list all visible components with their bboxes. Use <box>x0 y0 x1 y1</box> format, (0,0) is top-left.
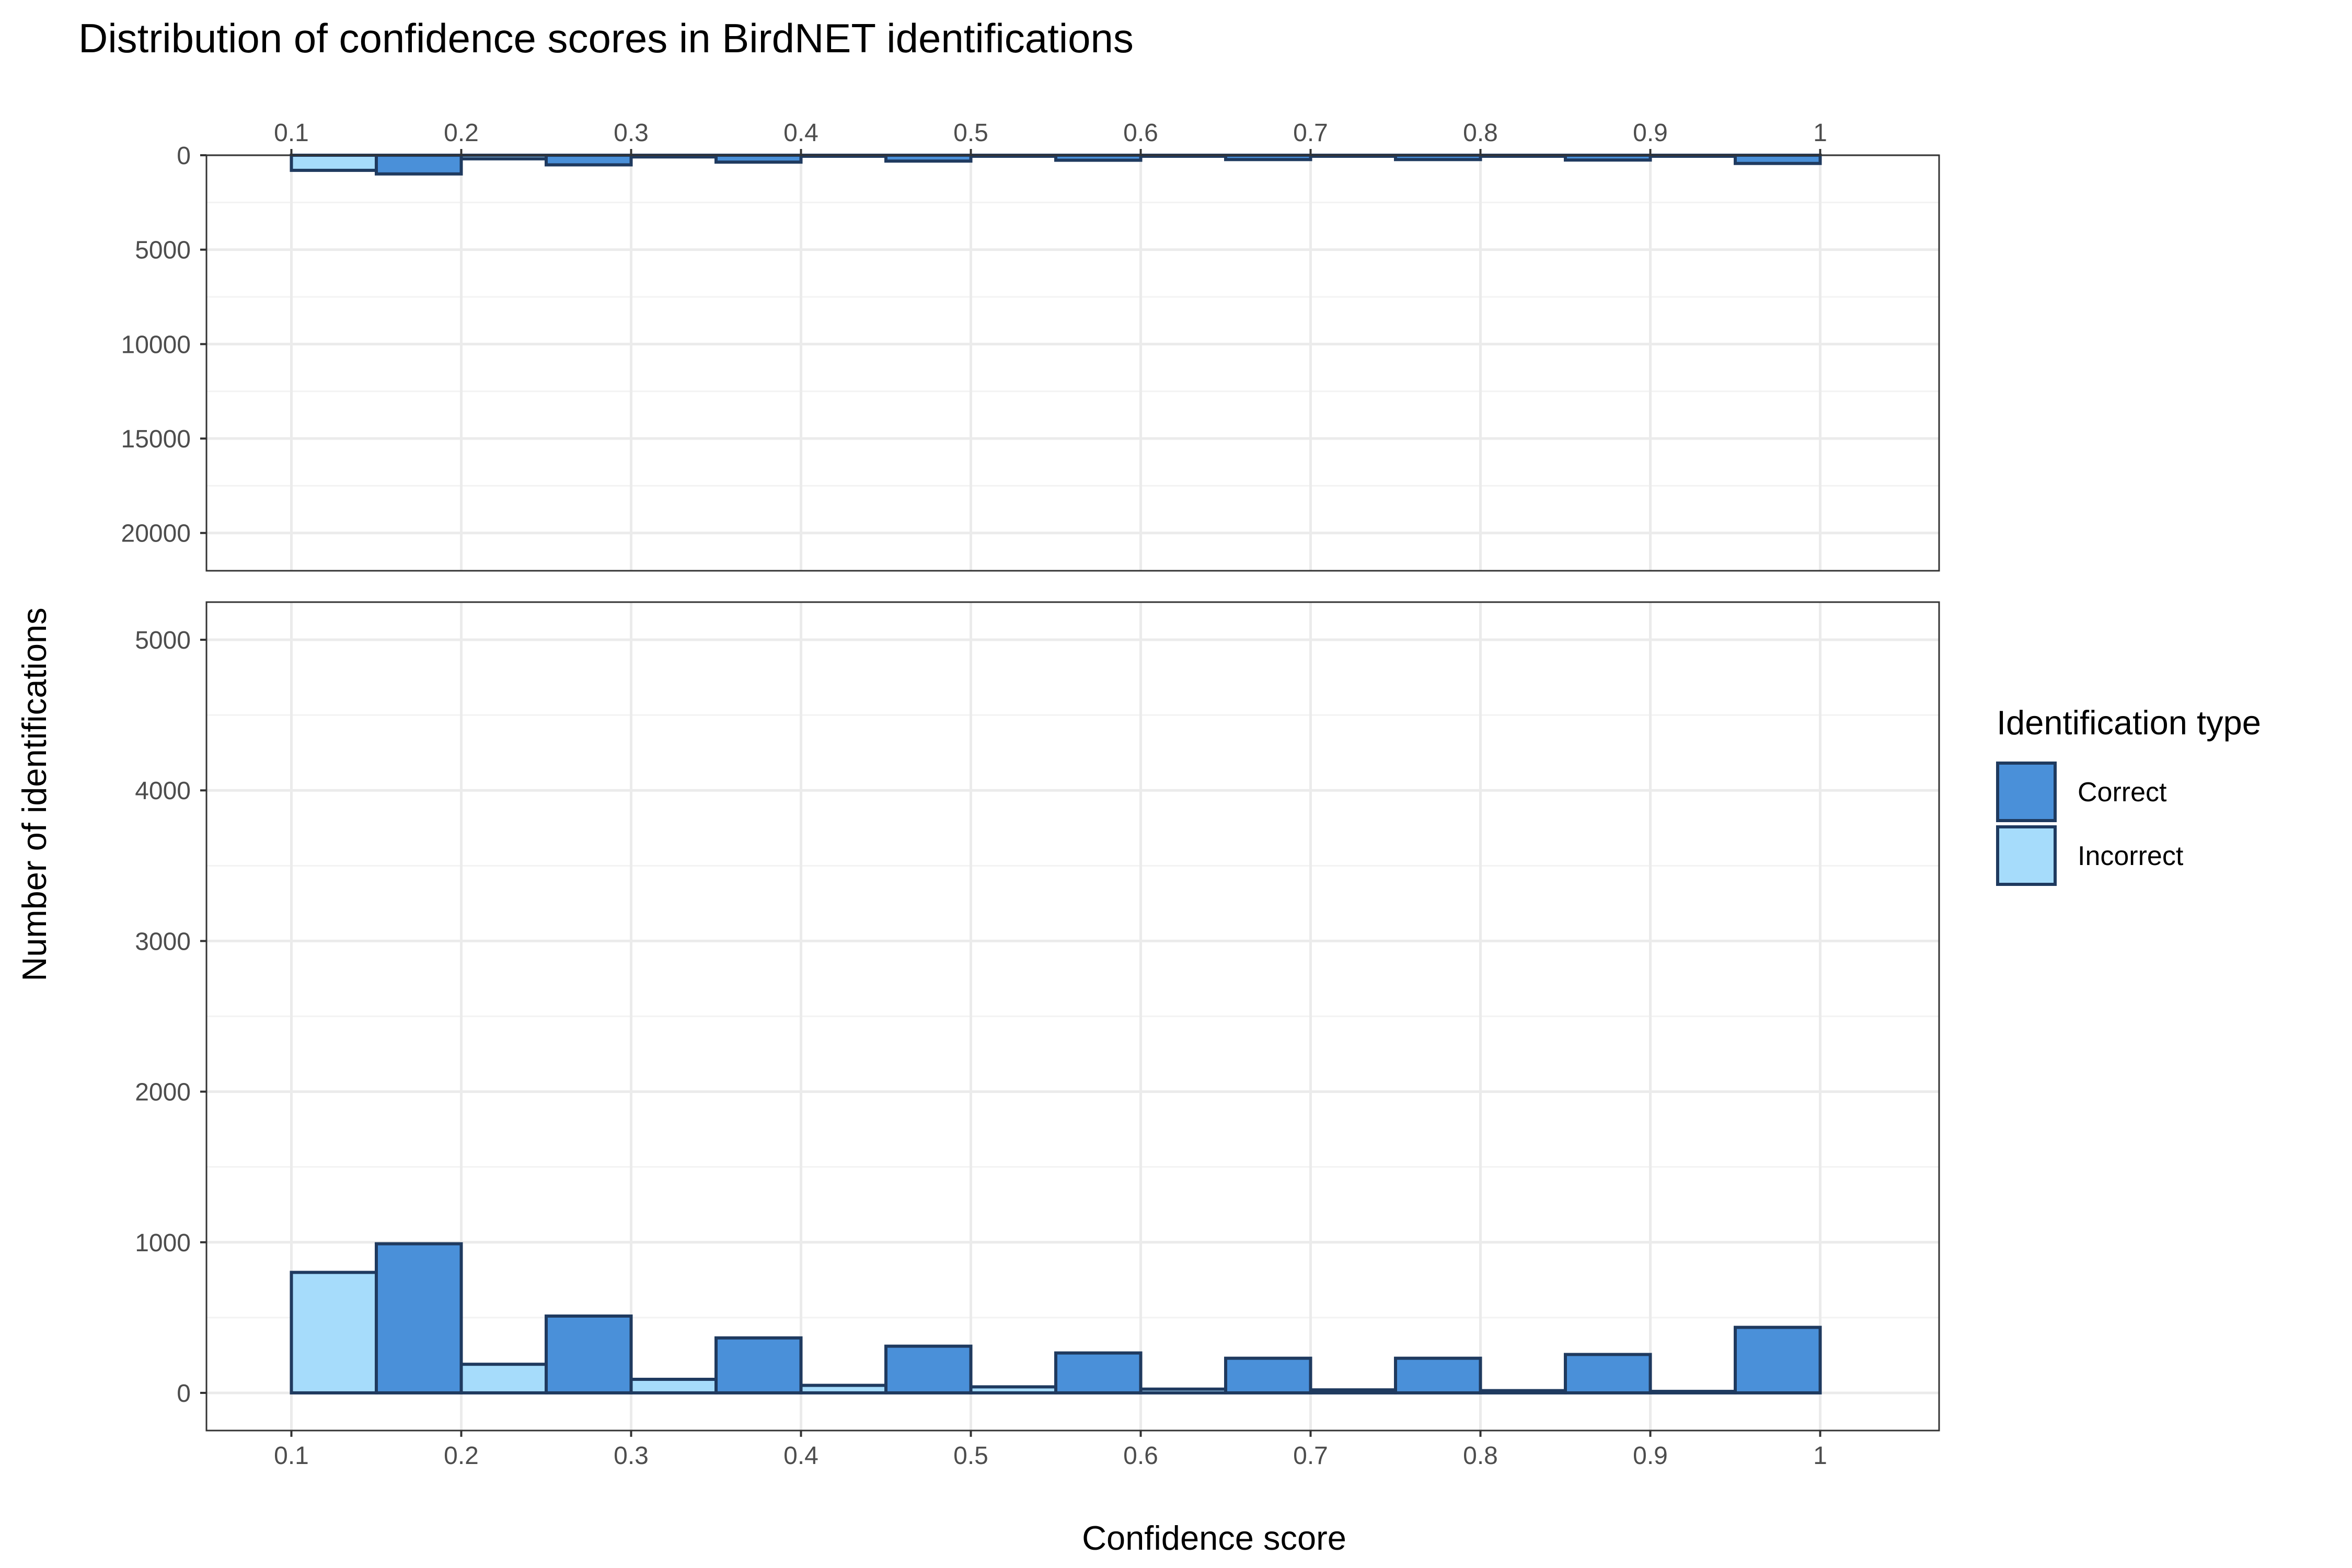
y-tick-label: 1000 <box>135 1229 191 1257</box>
x-tick-label: 0.1 <box>274 119 309 147</box>
bar-incorrect <box>290 154 378 172</box>
y-tick-label: 2000 <box>135 1079 191 1106</box>
bar-incorrect <box>1139 1387 1227 1394</box>
x-tick-label: 0.6 <box>1123 119 1158 147</box>
bottom-x-axis: 0.1 0.2 0.3 0.4 0.5 0.6 0.7 0.8 0.9 1 <box>274 1431 1827 1470</box>
x-tick-label: 0.3 <box>614 119 649 147</box>
top-x-axis: 0.1 0.2 0.3 0.4 0.5 0.6 0.7 0.8 0.9 1 <box>274 119 1827 155</box>
bar-correct <box>545 1314 633 1394</box>
y-axis-title: Number of identifications <box>15 607 53 981</box>
legend-items: Correct Incorrect <box>1996 762 2184 886</box>
bar-incorrect <box>969 1385 1057 1394</box>
chart-title: Distribution of confidence scores in Bir… <box>78 15 1134 61</box>
bar-correct <box>1224 1356 1312 1394</box>
bar-correct <box>1054 1351 1143 1394</box>
x-tick-label: 0.7 <box>1293 1442 1328 1470</box>
x-tick-label: 0.8 <box>1463 119 1498 147</box>
legend-title: Identification type <box>1997 704 2261 742</box>
bottom-panel-bars <box>290 1242 1822 1394</box>
bar-incorrect <box>459 1363 548 1394</box>
x-tick-label: 0.9 <box>1633 1442 1668 1470</box>
bar-correct <box>714 154 803 164</box>
bar-correct <box>375 154 463 176</box>
y-tick-label: 3000 <box>135 928 191 955</box>
top-panel: 0.1 0.2 0.3 0.4 0.5 0.6 0.7 0.8 0.9 1 0 5000 10000 1… <box>121 119 1940 572</box>
x-tick-label: 0.2 <box>444 1442 479 1470</box>
x-tick-label: 1 <box>1813 119 1827 147</box>
legend-key-correct <box>1996 762 2057 822</box>
x-tick-label: 0.2 <box>444 119 479 147</box>
bar-correct <box>1734 1325 1822 1394</box>
bottom-y-axis: 0 1000 2000 3000 4000 5000 <box>135 627 206 1408</box>
y-tick-label: 20000 <box>121 520 191 548</box>
x-tick-label: 0.8 <box>1463 1442 1498 1470</box>
y-tick-label: 0 <box>177 1380 191 1408</box>
bar-correct <box>1564 1353 1652 1394</box>
y-tick-label: 10000 <box>121 331 191 359</box>
x-tick-label: 0.9 <box>1633 119 1668 147</box>
x-tick-label: 0.5 <box>953 119 988 147</box>
y-tick-label: 5000 <box>135 627 191 654</box>
top-panel-background <box>206 155 1939 571</box>
x-tick-label: 0.1 <box>274 1442 309 1470</box>
bar-incorrect <box>799 1383 887 1394</box>
x-tick-label: 0.6 <box>1123 1442 1158 1470</box>
bar-correct <box>545 154 633 167</box>
x-tick-label: 0.5 <box>953 1442 988 1470</box>
bar-incorrect <box>629 1378 718 1394</box>
bar-correct <box>375 1242 463 1394</box>
x-tick-label: 0.3 <box>614 1442 649 1470</box>
bottom-panel-border <box>205 601 1940 1432</box>
legend-label-incorrect: Incorrect <box>2078 841 2184 871</box>
legend-label-correct: Correct <box>2078 777 2167 808</box>
bar-incorrect <box>1479 1389 1567 1394</box>
bar-incorrect <box>1648 1390 1737 1394</box>
y-tick-label: 4000 <box>135 777 191 805</box>
legend-key-incorrect <box>1996 825 2057 886</box>
top-panel-border <box>205 154 1940 572</box>
bar-correct <box>1734 154 1822 165</box>
x-tick-label: 0.7 <box>1293 119 1328 147</box>
y-tick-label: 0 <box>177 142 191 170</box>
bar-correct <box>714 1336 803 1394</box>
bar-correct <box>884 154 973 163</box>
bar-incorrect <box>1309 1388 1397 1394</box>
top-y-axis: 0 5000 10000 15000 20000 <box>121 142 206 548</box>
y-tick-label: 15000 <box>121 425 191 453</box>
x-axis-title: Confidence score <box>1082 1519 1346 1557</box>
bar-correct <box>1394 1356 1482 1394</box>
bar-incorrect <box>290 1271 378 1394</box>
y-tick-label: 5000 <box>135 237 191 264</box>
x-tick-label: 1 <box>1813 1442 1827 1470</box>
x-tick-label: 0.4 <box>783 119 818 147</box>
bar-correct <box>884 1344 973 1394</box>
bottom-panel: 0.1 0.2 0.3 0.4 0.5 0.6 0.7 0.8 0.9 1 0 1000 2000 30… <box>135 601 1940 1470</box>
legend: Identification type Correct Incorrect <box>1996 704 2261 886</box>
x-tick-label: 0.4 <box>783 1442 818 1470</box>
